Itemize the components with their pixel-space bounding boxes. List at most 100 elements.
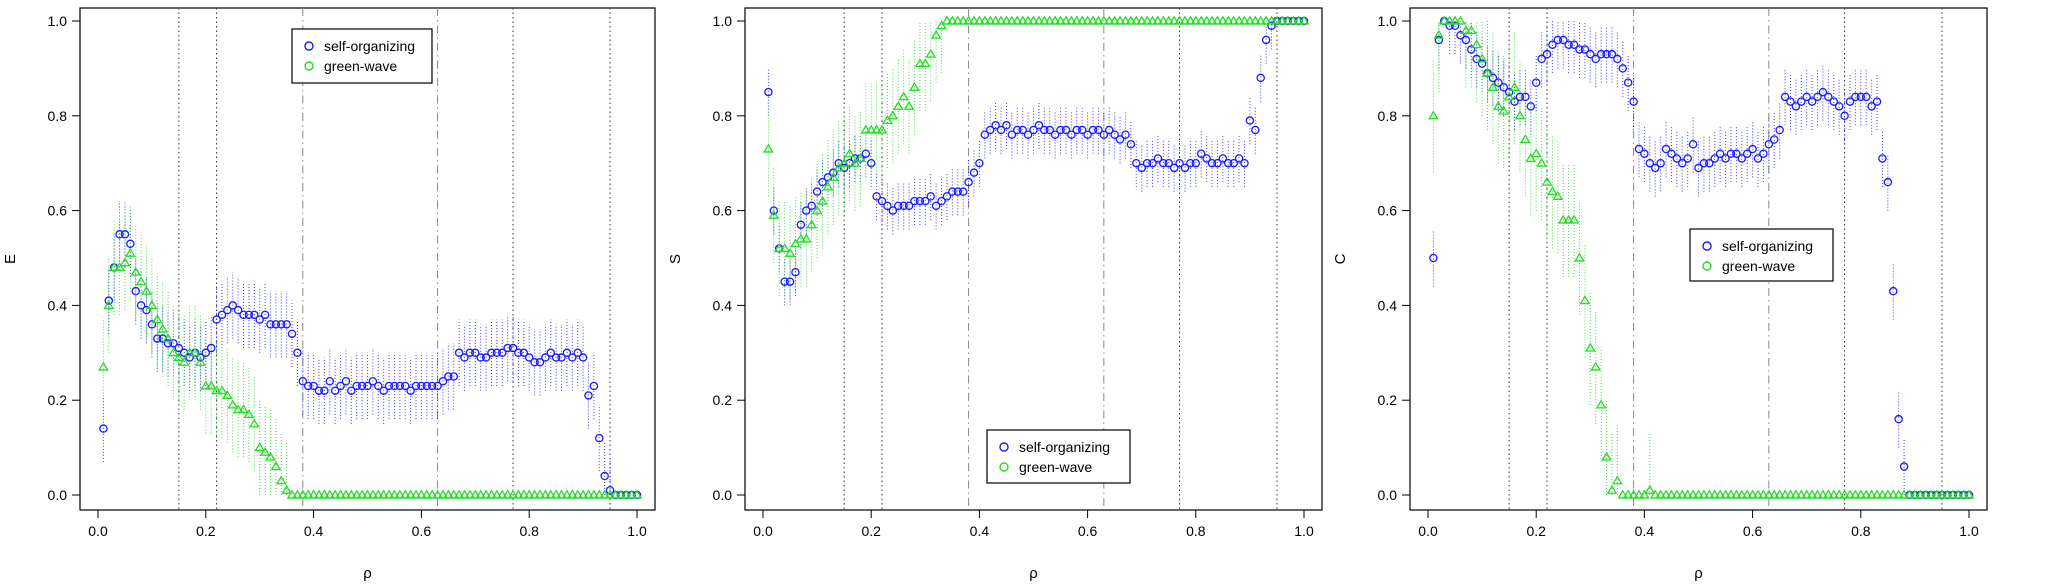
data-point [1033, 15, 1045, 25]
data-point [1007, 130, 1017, 140]
data-point [1251, 125, 1260, 135]
data-point [947, 15, 958, 25]
data-point [217, 310, 227, 320]
data-point [1925, 489, 1937, 499]
x-tick-label: 1.0 [627, 523, 647, 539]
data-point [957, 15, 969, 25]
data-point [1460, 24, 1472, 35]
data-point [562, 348, 572, 358]
data-point [610, 489, 621, 499]
data-point [454, 348, 464, 358]
data-point [1196, 149, 1206, 158]
data-point [1498, 105, 1510, 115]
data-point [174, 343, 184, 353]
data-point [882, 115, 893, 125]
data-point [298, 376, 308, 386]
data-point [807, 201, 816, 211]
data-point [1898, 489, 1910, 499]
data-point [163, 339, 173, 348]
data-point [1893, 489, 1905, 499]
y-tick-label: 0.2 [713, 392, 733, 408]
data-point [1622, 489, 1634, 499]
data-point [937, 196, 946, 206]
data-point [1147, 15, 1158, 25]
data-point [1878, 154, 1887, 163]
data-point [1763, 489, 1775, 499]
data-point [892, 100, 904, 110]
data-point [1633, 489, 1645, 499]
data-point [796, 220, 806, 230]
y-tick-label: 0.6 [1378, 203, 1398, 219]
data-point [931, 201, 941, 211]
data-point [876, 124, 888, 134]
data-point [1136, 15, 1148, 25]
data-point [1504, 87, 1514, 97]
data-point [1606, 484, 1618, 494]
data-point [530, 358, 539, 367]
data-point [1249, 15, 1261, 25]
data-point [411, 381, 421, 391]
data-point [330, 386, 340, 395]
data-point [1557, 214, 1569, 224]
data-point [1602, 49, 1611, 59]
x-tick-label: 0.0 [753, 523, 773, 539]
data-point [303, 381, 313, 391]
data-point [779, 243, 790, 253]
data-point [1169, 163, 1179, 173]
data-point [465, 348, 475, 358]
x-tick-label: 0.6 [1078, 523, 1098, 539]
data-point [1590, 361, 1602, 371]
data-point [589, 381, 599, 391]
data-point [1871, 489, 1883, 499]
data-point [551, 353, 561, 362]
data-point [1568, 214, 1580, 224]
data-point [189, 347, 201, 357]
data-point [958, 187, 968, 196]
data-point [1293, 15, 1304, 25]
data-point [1034, 121, 1044, 130]
data-point [1678, 158, 1687, 168]
data-point [773, 243, 785, 253]
data-point [1628, 489, 1639, 499]
y-tick-label: 0.6 [713, 203, 733, 219]
data-point [599, 489, 610, 499]
data-point [459, 489, 470, 499]
data-point [1087, 15, 1099, 25]
legend: self-organizing green-wave [986, 429, 1131, 484]
data-point [969, 168, 979, 177]
data-point [968, 15, 980, 25]
data-point [228, 301, 237, 310]
data-point [1807, 97, 1817, 106]
data-point [1429, 253, 1438, 263]
data-point [1564, 40, 1573, 49]
data-point [196, 353, 205, 362]
data-point [308, 489, 319, 499]
data-point [453, 489, 465, 499]
data-point [802, 206, 811, 215]
data-point [1076, 15, 1088, 25]
data-point [270, 461, 282, 471]
data-point [1548, 40, 1557, 49]
data-point [1894, 414, 1903, 424]
data-point [1228, 15, 1240, 25]
data-point [200, 380, 212, 390]
data-point [427, 381, 437, 391]
data-point [535, 358, 545, 367]
data-point [146, 299, 158, 309]
data-point [1715, 149, 1725, 158]
data-point [822, 181, 834, 191]
data-point [1877, 489, 1888, 499]
data-point [125, 247, 136, 257]
data-point [1860, 489, 1872, 499]
data-point [1163, 15, 1175, 25]
data-point [1530, 148, 1542, 158]
data-point [763, 143, 774, 153]
data-point [151, 314, 163, 324]
data-point [523, 489, 535, 499]
data-point [1002, 121, 1011, 130]
data-point [1541, 176, 1553, 186]
data-point [324, 489, 336, 499]
data-point [205, 380, 217, 390]
data-point [1222, 15, 1234, 25]
x-tick-label: 0.8 [519, 523, 539, 539]
